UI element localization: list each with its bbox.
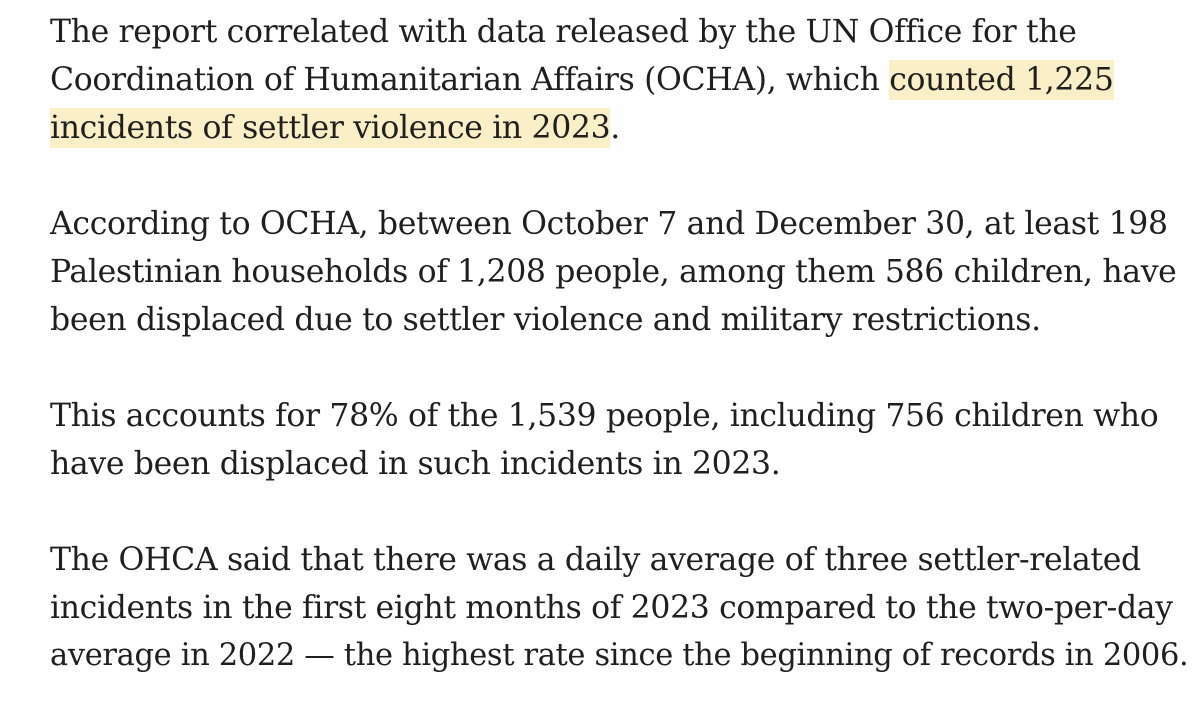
text-line: Coordination of Humanitarian Affairs (OC… (50, 56, 1190, 104)
line-text-before-highlight: Coordination of Humanitarian Affairs (OC… (50, 62, 890, 98)
article-body: The report correlated with data released… (50, 8, 1190, 680)
text-line: According to OCHA, between October 7 and… (50, 206, 1168, 242)
text-line: incidents of settler violence in 2023. (50, 104, 1190, 152)
text-line: have been displaced in such incidents in… (50, 446, 781, 482)
text-line: been displaced due to settler violence a… (50, 302, 1041, 338)
highlighted-text[interactable]: incidents of settler violence in 2023 (50, 108, 611, 148)
paragraph-displacement: According to OCHA, between October 7 and… (50, 200, 1190, 344)
paragraph-ocha-report: The report correlated with data released… (50, 8, 1190, 152)
paragraph-percentage: This accounts for 78% of the 1,539 peopl… (50, 392, 1190, 488)
text-line: average in 2022 — the highest rate since… (50, 638, 1189, 673)
text-line: The OHCA said that there was a daily ave… (50, 542, 1141, 578)
line-text-after-highlight: . (610, 110, 620, 146)
text-line: The report correlated with data released… (50, 14, 1077, 50)
paragraph-daily-average: The OHCA said that there was a daily ave… (50, 536, 1190, 680)
text-line: Palestinian households of 1,208 people, … (50, 254, 1177, 290)
text-line: This accounts for 78% of the 1,539 peopl… (50, 398, 1159, 434)
highlighted-text[interactable]: counted 1,225 (889, 60, 1114, 100)
text-line: incidents in the first eight months of 2… (50, 590, 1173, 626)
